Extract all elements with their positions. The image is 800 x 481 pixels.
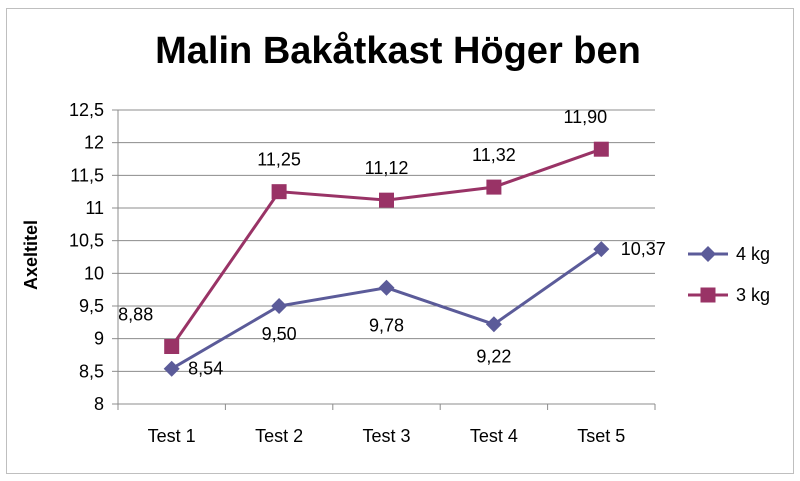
data-point <box>271 298 288 314</box>
legend-label: 4 kg <box>736 244 770 264</box>
y-tick-label: 9,5 <box>79 296 104 316</box>
tick-labels: 8 8,5 9 9,5 10 10,5 11 11,5 12 12,5 Test 1 Test 2 Te… <box>69 100 625 446</box>
data-label: 9,22 <box>476 346 511 366</box>
data-point <box>486 179 502 195</box>
data-label: 10,37 <box>621 239 666 259</box>
legend-marker <box>700 287 716 303</box>
y-axis-label: Axeltitel <box>21 220 41 290</box>
data-label: 11,12 <box>365 158 409 178</box>
legend: 4 kg 3 kg <box>688 244 770 305</box>
data-point <box>378 279 395 296</box>
series-line <box>170 247 603 371</box>
data-label: 8,54 <box>188 359 223 379</box>
y-tick-label: 11 <box>85 198 104 218</box>
data-point <box>164 339 180 355</box>
data-label: 8,88 <box>118 305 153 325</box>
y-tick-label: 8 <box>94 394 104 414</box>
axes <box>112 109 656 410</box>
data-point <box>271 184 287 200</box>
y-tick-label: 12,5 <box>69 100 104 120</box>
data-label: 11,90 <box>563 107 607 127</box>
series-1: 8,54 9,50 9,78 9,22 10,37 <box>163 239 666 379</box>
y-tick-label: 10 <box>84 263 104 283</box>
x-tick-label: Test 4 <box>470 426 518 446</box>
data-point <box>593 141 609 157</box>
x-tick-label: Tset 5 <box>577 426 625 446</box>
series: 8,54 9,50 9,78 9,22 10,37 8,88 11,25 11,12 11,32… <box>118 107 666 379</box>
y-tick-label: 9 <box>94 329 104 349</box>
data-label: 9,50 <box>262 324 297 344</box>
grid-lines <box>118 109 655 372</box>
data-point <box>593 241 610 258</box>
data-point <box>485 316 502 333</box>
y-tick-label: 8,5 <box>79 361 104 381</box>
data-label: 11,25 <box>257 150 301 170</box>
x-tick-label: Test 2 <box>255 426 303 446</box>
data-label: 11,32 <box>472 145 516 165</box>
legend-item: 4 kg <box>688 244 770 264</box>
x-tick-label: Test 3 <box>362 426 410 446</box>
data-label: 9,78 <box>369 316 404 336</box>
legend-item: 3 kg <box>688 285 770 305</box>
data-point <box>379 192 394 208</box>
chart-title: Malin Bakåtkast Höger ben <box>155 30 641 72</box>
legend-label: 3 kg <box>736 285 770 305</box>
legend-marker <box>700 246 716 262</box>
x-tick-label: Test 1 <box>148 426 196 446</box>
y-tick-label: 12 <box>84 133 104 153</box>
data-point <box>163 360 180 377</box>
y-tick-label: 10,5 <box>69 231 104 251</box>
series-2: 8,88 11,25 11,12 11,32 11,90 <box>118 107 609 355</box>
y-tick-label: 11,5 <box>70 165 104 185</box>
